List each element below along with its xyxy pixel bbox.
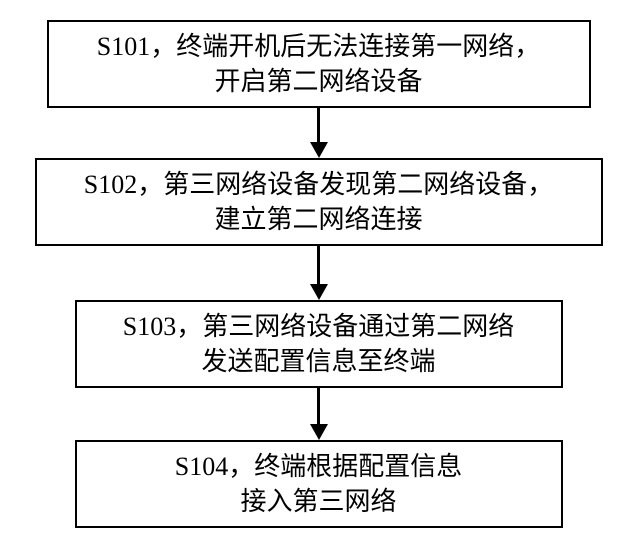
node-text-line: 接入第三网络 xyxy=(240,484,396,519)
flow-node-s103: S103，第三网络设备通过第二网络 发送配置信息至终端 xyxy=(75,300,563,388)
node-text-line: 发送配置信息至终端 xyxy=(201,344,435,379)
flow-arrow xyxy=(310,246,328,300)
node-text-line: S102，第三网络设备发现第二网络设备， xyxy=(84,167,553,202)
flowchart-container: S101，终端开机后无法连接第一网络， 开启第二网络设备 S102，第三网络设备… xyxy=(0,0,637,556)
node-text-line: 建立第二网络连接 xyxy=(214,202,422,237)
flow-arrow xyxy=(310,108,328,158)
flow-node-s101: S101，终端开机后无法连接第一网络， 开启第二网络设备 xyxy=(47,20,591,108)
node-text-line: S103，第三网络设备通过第二网络 xyxy=(123,309,514,344)
flow-node-s104: S104，终端根据配置信息 接入第三网络 xyxy=(75,440,563,528)
node-text-line: S101，终端开机后无法连接第一网络， xyxy=(97,29,540,64)
node-text-line: S104，终端根据配置信息 xyxy=(175,449,462,484)
flow-arrow xyxy=(310,388,328,440)
node-text-line: 开启第二网络设备 xyxy=(214,64,422,99)
flow-node-s102: S102，第三网络设备发现第二网络设备， 建立第二网络连接 xyxy=(35,158,603,246)
